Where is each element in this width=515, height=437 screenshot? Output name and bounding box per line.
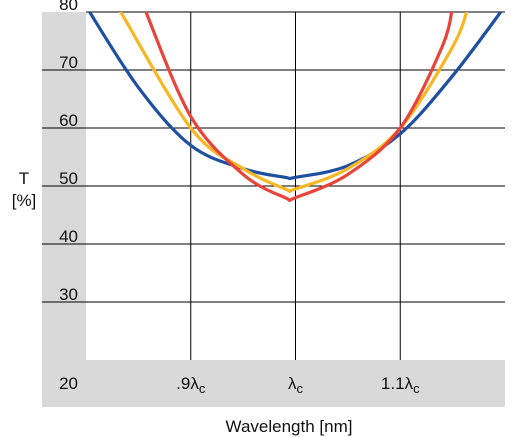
grid-lines xyxy=(42,11,505,360)
y-tick-label: 50 xyxy=(59,169,78,188)
x-tick-labels: .9λc λc 1.1λc xyxy=(176,374,420,396)
x-axis-label: Wavelength [nm] xyxy=(226,417,353,436)
series-line-1 xyxy=(87,12,503,181)
x-tick-label: λc xyxy=(288,374,304,396)
y-axis-unit: [%] xyxy=(12,191,37,210)
y-tick-label: 40 xyxy=(59,227,78,246)
y-tick-labels: 20 30 40 50 60 70 80 xyxy=(59,0,78,393)
x-tick-label: 1.1λc xyxy=(381,374,420,396)
y-tick-label: 30 xyxy=(59,285,78,304)
series-line-3 xyxy=(144,12,454,203)
y-tick-label: 80 xyxy=(59,0,78,14)
y-axis-label: T xyxy=(19,169,29,188)
y-tick-label: 20 xyxy=(59,374,78,393)
series-line-2 xyxy=(118,12,469,194)
y-tick-band xyxy=(42,12,86,407)
y-tick-label: 70 xyxy=(59,53,78,72)
chart-background xyxy=(42,12,505,407)
data-series xyxy=(87,12,503,203)
x-tick-label: .9λc xyxy=(176,374,206,396)
y-tick-label: 60 xyxy=(59,111,78,130)
x-tick-band xyxy=(42,360,505,407)
